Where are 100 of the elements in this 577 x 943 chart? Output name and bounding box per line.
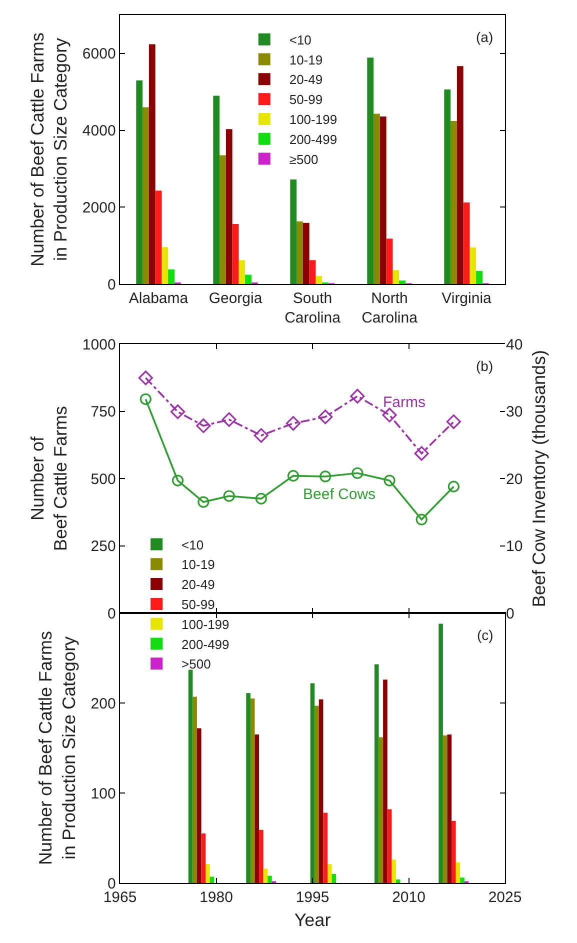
y2-tick-label: 0 [506, 605, 514, 622]
x-tick-label: South Carolina [284, 290, 342, 327]
bar [259, 830, 264, 883]
y-tick-label: 250 [90, 538, 116, 555]
legend-label: >500 [182, 656, 211, 672]
bar [314, 706, 319, 883]
y-tick-label: 1000 [82, 336, 116, 354]
series-label: Beef Cows [303, 486, 376, 503]
point [255, 492, 267, 504]
x-tick-label: 2010 [392, 889, 426, 906]
x-tick-label: Georgia [208, 290, 263, 308]
bar [192, 696, 197, 883]
point [414, 446, 429, 461]
annotation: (a) [476, 29, 494, 45]
bar [196, 728, 202, 883]
y2-tick-label: 30 [506, 404, 523, 420]
legend-label: 20-49 [289, 72, 323, 88]
x-tick-label: Virginia [442, 290, 492, 308]
bar [254, 734, 260, 883]
bar [318, 699, 324, 883]
bar [232, 224, 239, 284]
bar [210, 876, 214, 883]
bar [438, 624, 443, 883]
bar [470, 247, 476, 284]
bar [220, 155, 226, 284]
x-tick-label: 2025 [488, 889, 522, 906]
bar [374, 664, 379, 883]
legend-label: 10-19 [182, 557, 215, 572]
legend-label: 100-199 [182, 616, 230, 632]
bar [383, 680, 388, 883]
point [223, 490, 235, 502]
point [254, 428, 268, 443]
bar [316, 276, 322, 284]
bar [456, 66, 464, 284]
y-axis-title: Number of Beef Cattle Farms [27, 406, 71, 552]
bar [374, 114, 380, 284]
bar [332, 874, 336, 883]
y-tick-label: 2000 [82, 199, 116, 216]
point [138, 370, 153, 386]
legend-label: <10 [182, 537, 204, 552]
bar [399, 280, 406, 284]
y-axis-title: Number of Beef Cattle Farms in Production Size Category [27, 32, 71, 267]
bar [245, 274, 252, 284]
annotation: (c) [477, 627, 494, 643]
point [448, 480, 460, 492]
legend-label: 200-499 [182, 636, 230, 652]
point [384, 474, 396, 486]
bar [309, 260, 316, 284]
bar [444, 90, 451, 284]
y2-axis-title: Beef Cow Inventory (thousands) [528, 350, 549, 608]
point [350, 388, 365, 404]
bar [460, 878, 464, 883]
bar [226, 129, 232, 284]
bar [456, 862, 460, 883]
point [198, 496, 210, 508]
bar [296, 221, 303, 284]
bar [201, 834, 206, 883]
point [286, 416, 301, 431]
bar [367, 58, 374, 284]
y-tick-label: 4000 [82, 122, 116, 140]
x-tick-label: North Carolina [362, 290, 418, 327]
bar [392, 860, 396, 883]
y-axis-title: Number of Beef Cattle Farms in Production Size Category [36, 630, 80, 866]
annotation: (b) [476, 358, 494, 374]
bar [238, 260, 246, 284]
bar [136, 80, 143, 284]
bar [450, 121, 457, 284]
point [318, 410, 333, 424]
x-tick-label: Alabama [128, 290, 189, 308]
bar [290, 179, 297, 284]
legend-label: <10 [289, 32, 312, 48]
legend-label: 10-19 [289, 52, 323, 68]
series-label: Farms [383, 394, 426, 411]
point [320, 470, 332, 482]
bar [387, 809, 392, 883]
bar [148, 44, 156, 284]
bar [452, 820, 456, 883]
legend-label: 50-99 [289, 92, 323, 108]
point [416, 514, 428, 526]
bar [268, 876, 272, 883]
bar [380, 116, 386, 284]
y-tick-label: 0 [107, 276, 116, 294]
point [352, 467, 364, 479]
bar [250, 698, 255, 883]
bar [386, 238, 393, 284]
bar [155, 190, 162, 284]
bar [142, 107, 149, 284]
bar [188, 670, 193, 883]
bar [447, 734, 452, 883]
legend-label: 50-99 [182, 597, 215, 612]
bar [378, 737, 384, 883]
y-tick-label: 100 [90, 785, 116, 802]
legend-label: ≥500 [289, 152, 318, 167]
point [170, 404, 186, 420]
bar [213, 96, 220, 284]
bar [392, 270, 400, 284]
bar [206, 864, 210, 883]
legend-label: 100-199 [289, 112, 338, 128]
point [222, 412, 236, 427]
legend-label: 20-49 [182, 577, 215, 592]
